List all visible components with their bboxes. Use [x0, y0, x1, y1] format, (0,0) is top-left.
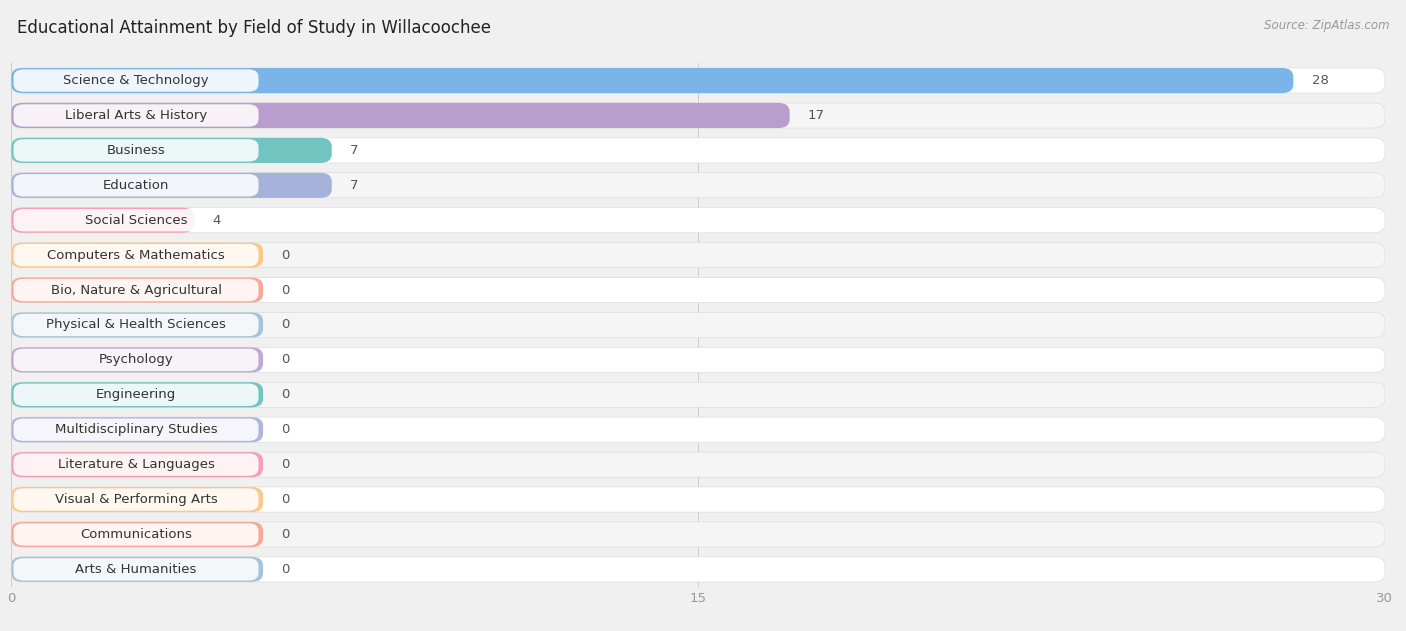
- Text: Arts & Humanities: Arts & Humanities: [76, 563, 197, 576]
- FancyBboxPatch shape: [11, 312, 263, 338]
- FancyBboxPatch shape: [11, 103, 790, 128]
- Text: Social Sciences: Social Sciences: [84, 214, 187, 227]
- FancyBboxPatch shape: [14, 523, 259, 546]
- FancyBboxPatch shape: [11, 347, 263, 372]
- Text: Physical & Health Sciences: Physical & Health Sciences: [46, 319, 226, 331]
- FancyBboxPatch shape: [11, 417, 263, 442]
- FancyBboxPatch shape: [11, 312, 1385, 338]
- Text: 0: 0: [281, 423, 290, 436]
- Text: 0: 0: [281, 388, 290, 401]
- FancyBboxPatch shape: [11, 242, 1385, 268]
- Text: 7: 7: [350, 179, 359, 192]
- Text: Literature & Languages: Literature & Languages: [58, 458, 215, 471]
- Text: Computers & Mathematics: Computers & Mathematics: [48, 249, 225, 262]
- FancyBboxPatch shape: [11, 522, 1385, 547]
- Text: Source: ZipAtlas.com: Source: ZipAtlas.com: [1264, 19, 1389, 32]
- Text: 17: 17: [808, 109, 825, 122]
- FancyBboxPatch shape: [14, 314, 259, 336]
- FancyBboxPatch shape: [14, 104, 259, 127]
- Text: 7: 7: [350, 144, 359, 157]
- FancyBboxPatch shape: [11, 68, 1294, 93]
- FancyBboxPatch shape: [11, 173, 332, 198]
- Text: Communications: Communications: [80, 528, 193, 541]
- FancyBboxPatch shape: [14, 69, 259, 91]
- FancyBboxPatch shape: [14, 454, 259, 476]
- Text: 0: 0: [281, 249, 290, 262]
- Text: 0: 0: [281, 563, 290, 576]
- FancyBboxPatch shape: [14, 418, 259, 441]
- Text: 0: 0: [281, 353, 290, 367]
- Text: 4: 4: [212, 214, 221, 227]
- Text: 28: 28: [1312, 74, 1329, 87]
- FancyBboxPatch shape: [11, 208, 1385, 233]
- FancyBboxPatch shape: [11, 347, 1385, 372]
- FancyBboxPatch shape: [11, 557, 263, 582]
- FancyBboxPatch shape: [11, 452, 263, 477]
- Text: Visual & Performing Arts: Visual & Performing Arts: [55, 493, 218, 506]
- FancyBboxPatch shape: [14, 558, 259, 581]
- Text: 0: 0: [281, 528, 290, 541]
- FancyBboxPatch shape: [11, 417, 1385, 442]
- Text: Multidisciplinary Studies: Multidisciplinary Studies: [55, 423, 218, 436]
- FancyBboxPatch shape: [11, 173, 1385, 198]
- FancyBboxPatch shape: [11, 68, 1385, 93]
- FancyBboxPatch shape: [14, 488, 259, 510]
- FancyBboxPatch shape: [14, 244, 259, 266]
- FancyBboxPatch shape: [11, 278, 1385, 303]
- FancyBboxPatch shape: [11, 242, 263, 268]
- Text: Psychology: Psychology: [98, 353, 173, 367]
- FancyBboxPatch shape: [14, 209, 259, 232]
- FancyBboxPatch shape: [11, 138, 332, 163]
- FancyBboxPatch shape: [14, 384, 259, 406]
- FancyBboxPatch shape: [14, 174, 259, 196]
- FancyBboxPatch shape: [11, 487, 1385, 512]
- Text: 0: 0: [281, 283, 290, 297]
- FancyBboxPatch shape: [11, 382, 1385, 408]
- FancyBboxPatch shape: [11, 487, 263, 512]
- FancyBboxPatch shape: [11, 103, 1385, 128]
- FancyBboxPatch shape: [14, 349, 259, 371]
- FancyBboxPatch shape: [11, 557, 1385, 582]
- Text: Business: Business: [107, 144, 166, 157]
- Text: 0: 0: [281, 319, 290, 331]
- Text: Science & Technology: Science & Technology: [63, 74, 209, 87]
- Text: Education: Education: [103, 179, 169, 192]
- Text: Liberal Arts & History: Liberal Arts & History: [65, 109, 207, 122]
- FancyBboxPatch shape: [14, 279, 259, 301]
- FancyBboxPatch shape: [11, 208, 194, 233]
- Text: Bio, Nature & Agricultural: Bio, Nature & Agricultural: [51, 283, 222, 297]
- Text: Educational Attainment by Field of Study in Willacoochee: Educational Attainment by Field of Study…: [17, 19, 491, 37]
- Text: 0: 0: [281, 493, 290, 506]
- FancyBboxPatch shape: [11, 452, 1385, 477]
- Text: 0: 0: [281, 458, 290, 471]
- Text: Engineering: Engineering: [96, 388, 176, 401]
- FancyBboxPatch shape: [11, 138, 1385, 163]
- FancyBboxPatch shape: [11, 382, 263, 408]
- FancyBboxPatch shape: [11, 522, 263, 547]
- FancyBboxPatch shape: [11, 278, 263, 303]
- FancyBboxPatch shape: [14, 139, 259, 162]
